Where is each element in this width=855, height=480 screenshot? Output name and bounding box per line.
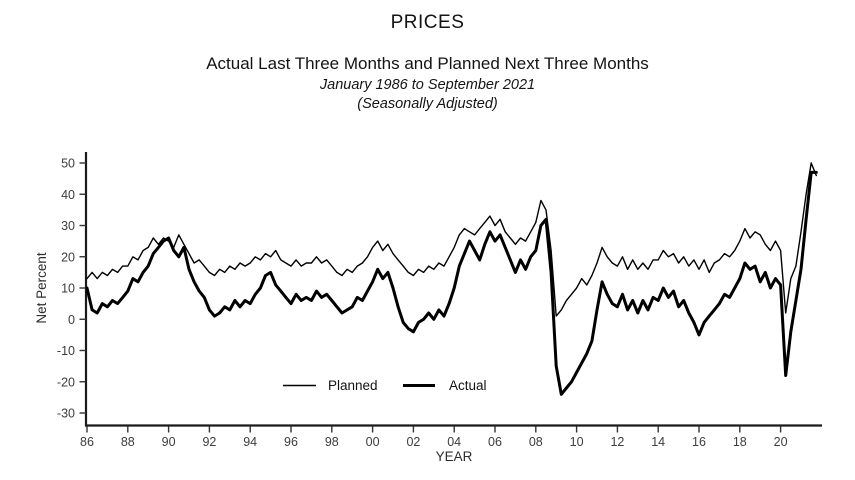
x-tick-label: 02 [406, 435, 420, 449]
legend: Planned Actual [283, 378, 487, 393]
chart-adjustment-note: (Seasonally Adjusted) [357, 96, 498, 112]
x-tick-label: 00 [366, 435, 380, 449]
x-tick-label: 20 [774, 435, 788, 449]
x-tick-label: 90 [162, 435, 176, 449]
x-tick-label: 16 [692, 435, 706, 449]
x-tick-label: 18 [733, 435, 747, 449]
y-tick-label: 30 [61, 219, 75, 233]
x-axis-ticks: 86 88 90 92 94 96 98 00 02 04 06 08 10 12 14 16 18 20 [80, 426, 788, 449]
chart-date-range: January 1986 to September 2021 [319, 77, 536, 93]
x-tick-label: 10 [570, 435, 584, 449]
planned-series-line [86, 162, 817, 317]
legend-actual-label: Actual [449, 378, 487, 393]
y-tick-label: -20 [57, 375, 75, 389]
x-tick-label: 96 [284, 435, 298, 449]
actual-series-line [85, 170, 818, 396]
x-tick-label: 94 [243, 435, 257, 449]
x-tick-label: 08 [529, 435, 543, 449]
y-tick-label: 10 [61, 282, 75, 296]
x-tick-label: 12 [610, 435, 624, 449]
x-tick-label: 14 [651, 435, 665, 449]
legend-planned-label: Planned [328, 378, 378, 393]
y-axis-title: Net Percent [34, 252, 49, 324]
x-tick-label: 04 [447, 435, 461, 449]
x-axis-title: YEAR [436, 449, 473, 464]
x-tick-label: 06 [488, 435, 502, 449]
x-tick-label: 88 [121, 435, 135, 449]
y-tick-label: 40 [61, 188, 75, 202]
y-tick-label: 20 [61, 250, 75, 264]
x-tick-label: 92 [202, 435, 216, 449]
y-axis-ticks: 50 40 30 20 10 0 -10 -20 -30 [57, 157, 86, 421]
series-lines [85, 162, 818, 396]
x-tick-label: 98 [325, 435, 339, 449]
page-title: PRICES [390, 12, 465, 33]
y-tick-label: 50 [61, 157, 75, 171]
chart-subtitle: Actual Last Three Months and Planned Nex… [206, 54, 649, 73]
y-tick-label: -10 [57, 344, 75, 358]
y-tick-label: 0 [68, 313, 75, 327]
y-tick-label: -30 [57, 407, 75, 421]
x-tick-label: 86 [80, 435, 94, 449]
